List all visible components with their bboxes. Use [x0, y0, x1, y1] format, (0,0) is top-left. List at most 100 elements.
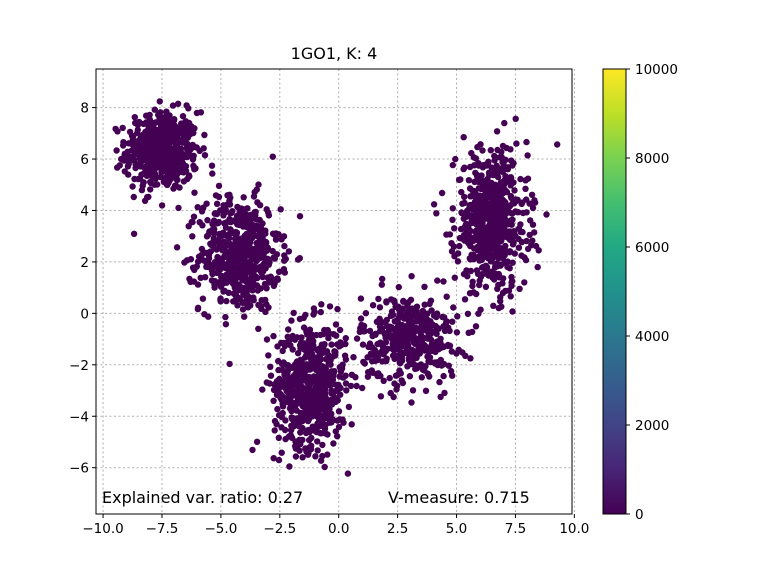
scatter-point — [451, 225, 458, 232]
scatter-point — [138, 158, 145, 165]
scatter-point — [322, 329, 330, 337]
scatter-point — [169, 121, 176, 128]
scatter-point — [440, 343, 447, 351]
scatter-point — [325, 334, 332, 342]
scatter-point — [185, 223, 192, 230]
scatter-point — [422, 363, 429, 370]
scatter-point — [293, 407, 300, 414]
scatter-point — [138, 186, 146, 194]
scatter-point — [290, 392, 297, 399]
scatter-point — [275, 366, 282, 374]
scatter-point — [176, 184, 183, 191]
scatter-point — [234, 203, 241, 211]
scatter-point — [267, 363, 274, 370]
scatter-point — [282, 255, 289, 263]
scatter-point — [256, 234, 263, 241]
scatter-point — [289, 364, 296, 371]
scatter-point — [473, 201, 481, 208]
scatter-point — [173, 244, 181, 251]
scatter-point — [329, 380, 336, 387]
scatter-point — [281, 242, 288, 250]
scatter-point — [361, 360, 368, 367]
scatter-point — [518, 238, 526, 246]
scatter-point — [342, 380, 350, 387]
scatter-point — [255, 181, 262, 188]
scatter-point — [217, 257, 224, 264]
scatter-point — [224, 192, 231, 199]
scatter-point — [490, 302, 497, 309]
x-tick-label: 7.5 — [505, 521, 526, 537]
scatter-point — [249, 446, 256, 454]
scatter-point — [180, 178, 188, 185]
scatter-point — [128, 147, 135, 154]
scatter-point — [271, 427, 278, 434]
scatter-point — [526, 231, 533, 239]
scatter-point — [189, 233, 196, 240]
scatter-point — [440, 278, 447, 285]
y-axis: −6 −4 −2 0 2 4 6 8 — [69, 101, 96, 477]
scatter-point — [421, 301, 428, 308]
scatter-point — [498, 148, 505, 156]
scatter-point — [461, 296, 469, 303]
scatter-point — [509, 162, 516, 169]
scatter-point — [158, 202, 166, 209]
scatter-point — [277, 376, 284, 383]
scatter-point — [130, 193, 137, 201]
scatter-point — [213, 269, 221, 277]
scatter-point — [302, 413, 309, 420]
scatter-point — [517, 228, 524, 235]
scatter-point — [275, 268, 283, 275]
scatter-point — [330, 331, 337, 338]
scatter-point — [174, 176, 181, 183]
scatter-point — [496, 184, 503, 192]
scatter-point — [456, 234, 464, 242]
scatter-point — [359, 384, 366, 392]
scatter-point — [375, 295, 382, 303]
scatter-point — [217, 207, 224, 214]
scatter-point — [198, 208, 206, 215]
scatter-point — [278, 413, 285, 421]
scatter-point — [231, 291, 239, 298]
scatter-point — [461, 193, 468, 201]
scatter-point — [312, 385, 320, 392]
scatter-point — [418, 320, 425, 327]
scatter-point — [427, 358, 435, 366]
scatter-point — [502, 287, 509, 295]
scatter-point — [273, 251, 281, 258]
scatter-point — [175, 204, 182, 212]
scatter-point — [231, 249, 238, 256]
scatter-point — [396, 367, 403, 374]
scatter-point — [299, 424, 306, 432]
scatter-point — [194, 281, 202, 288]
scatter-point — [310, 305, 318, 312]
scatter-point — [255, 325, 262, 332]
scatter-point — [132, 161, 139, 168]
scatter-point — [149, 151, 156, 158]
scatter-point — [531, 199, 539, 206]
scatter-point — [124, 163, 132, 170]
scatter-point — [347, 382, 355, 390]
scatter-point — [509, 259, 516, 266]
scatter-point — [211, 284, 218, 291]
scatter-point — [554, 141, 561, 148]
scatter-point — [281, 361, 288, 368]
scatter-point — [500, 275, 507, 282]
scatter-point — [223, 253, 230, 261]
scatter-point — [296, 436, 303, 443]
scatter-point — [522, 185, 529, 192]
scatter-point — [335, 423, 343, 431]
scatter-point — [255, 301, 262, 309]
scatter-point — [439, 313, 446, 321]
scatter-point — [263, 247, 271, 254]
scatter-point — [523, 138, 530, 146]
scatter-point — [206, 248, 213, 256]
scatter-point — [372, 357, 379, 365]
scatter-point — [532, 242, 540, 250]
scatter-point — [164, 118, 172, 125]
scatter-point — [369, 302, 377, 309]
scatter-point — [519, 209, 527, 217]
scatter-point — [303, 448, 310, 455]
scatter-point — [514, 208, 521, 216]
scatter-point — [157, 109, 164, 116]
scatter-point — [377, 372, 384, 380]
